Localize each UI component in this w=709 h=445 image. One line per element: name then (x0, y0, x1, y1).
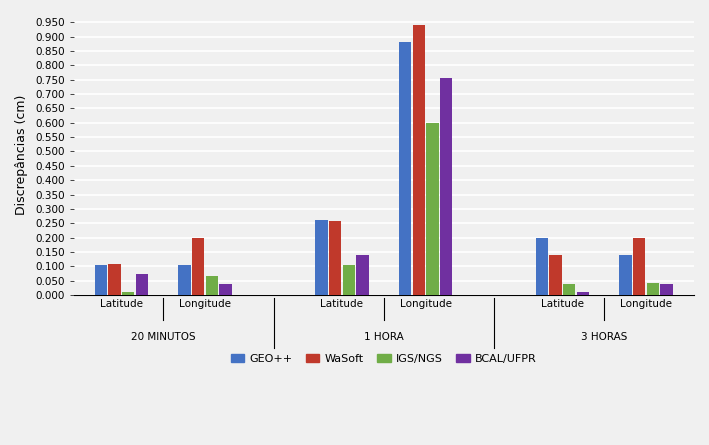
Bar (549, 255, 562, 295)
Bar (95, 265, 107, 295)
Bar (136, 275, 148, 295)
Bar (316, 220, 328, 295)
Bar (536, 238, 548, 295)
Bar (413, 25, 425, 295)
Text: 3 HORAS: 3 HORAS (581, 332, 627, 341)
Bar (122, 292, 135, 295)
Bar (426, 123, 439, 295)
Bar (206, 275, 218, 295)
Bar (108, 264, 121, 295)
Bar (563, 283, 576, 295)
Bar (633, 238, 645, 295)
Text: 20 MINUTOS: 20 MINUTOS (131, 332, 196, 341)
Bar (192, 238, 204, 295)
Bar (647, 283, 659, 295)
Bar (179, 265, 191, 295)
Bar (661, 284, 673, 295)
Bar (342, 265, 355, 295)
Legend: GEO++, WaSoft, IGS/NGS, BCAL/UFPR: GEO++, WaSoft, IGS/NGS, BCAL/UFPR (226, 349, 542, 368)
Text: 1 HORA: 1 HORA (364, 332, 403, 341)
Bar (399, 42, 411, 295)
Bar (577, 292, 589, 295)
Y-axis label: Discrepâncias (cm): Discrepâncias (cm) (15, 95, 28, 215)
Bar (357, 255, 369, 295)
Bar (220, 283, 232, 295)
Bar (440, 78, 452, 295)
Bar (620, 255, 632, 295)
Bar (329, 221, 341, 295)
